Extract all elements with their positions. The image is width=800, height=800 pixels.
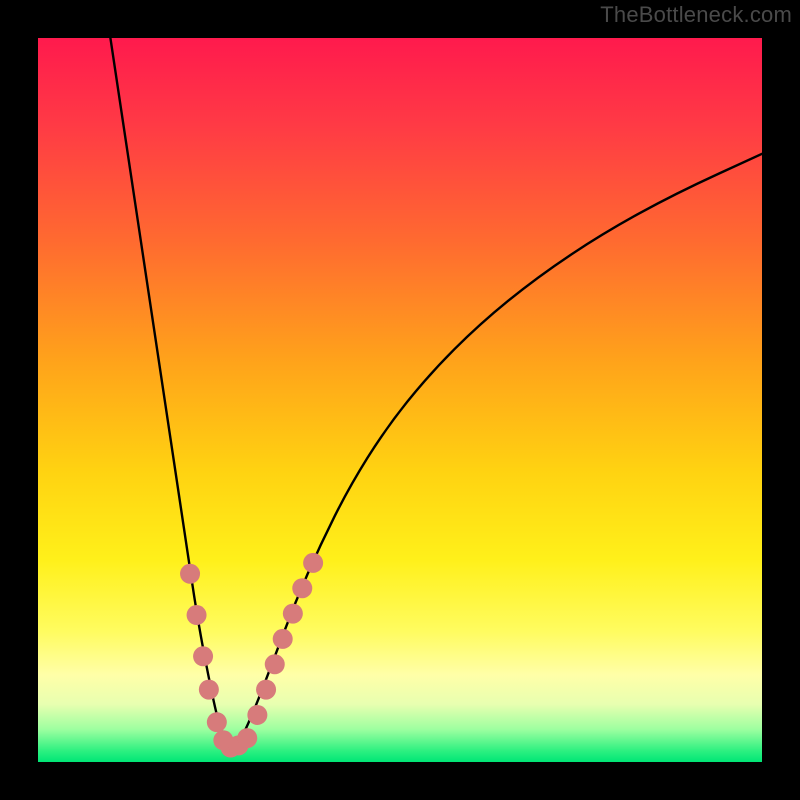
chart-root: TheBottleneck.com: [0, 0, 800, 800]
marker-point: [292, 578, 312, 598]
marker-point: [283, 604, 303, 624]
marker-point: [256, 680, 276, 700]
plot-svg: [38, 38, 762, 762]
v-curve: [110, 38, 762, 747]
markers-group: [180, 553, 323, 758]
watermark-text: TheBottleneck.com: [600, 2, 792, 28]
marker-point: [207, 712, 227, 732]
marker-point: [265, 654, 285, 674]
marker-point: [199, 680, 219, 700]
marker-point: [237, 728, 257, 748]
marker-point: [187, 605, 207, 625]
marker-point: [303, 553, 323, 573]
marker-point: [193, 646, 213, 666]
plot-area: [38, 38, 762, 762]
marker-point: [247, 705, 267, 725]
marker-point: [273, 629, 293, 649]
marker-point: [180, 564, 200, 584]
